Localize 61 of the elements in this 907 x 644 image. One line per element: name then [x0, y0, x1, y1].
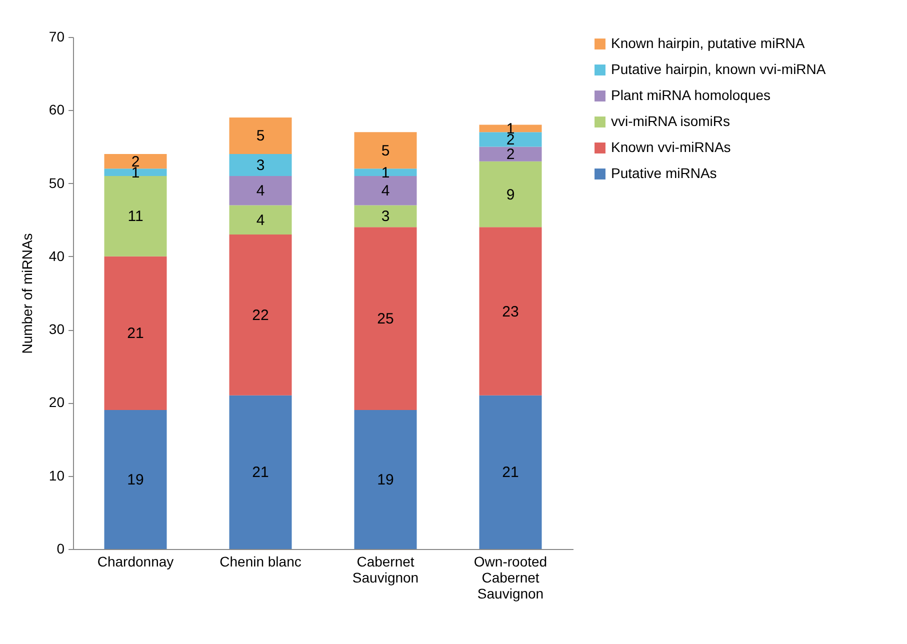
y-tick-label: 50	[48, 174, 65, 191]
legend-label: Known vvi-miRNAs	[611, 139, 731, 155]
legend-label: vvi-miRNA isomiRs	[611, 113, 730, 129]
data-label: 1	[381, 164, 390, 182]
bar	[479, 124, 542, 132]
bar	[229, 205, 292, 234]
bar	[104, 154, 167, 169]
bar	[354, 132, 417, 169]
y-tick-label: 60	[48, 102, 65, 118]
data-label: 2	[506, 146, 515, 164]
y-tick-label: 10	[48, 467, 65, 484]
bar	[479, 132, 542, 147]
data-label: 21	[252, 464, 269, 482]
bar	[479, 146, 542, 162]
data-label: 21	[502, 464, 519, 482]
bar	[104, 176, 167, 256]
bar	[354, 205, 417, 228]
y-tick-label: 70	[48, 28, 65, 44]
bar	[229, 395, 292, 549]
x-tick-label: Own-rooted Cabernet Sauvignon	[474, 554, 548, 602]
data-label: 21	[127, 325, 144, 342]
data-label: 4	[256, 212, 265, 229]
data-label: 23	[502, 303, 519, 320]
x-tick-label: Cabernet Sauvignon	[352, 554, 419, 586]
bar	[354, 176, 417, 206]
data-label: 5	[381, 142, 390, 160]
bar	[104, 256, 167, 410]
data-label: 22	[252, 306, 269, 324]
y-tick-label: 40	[48, 248, 65, 264]
x-tick-label: Chenin blanc	[220, 554, 302, 570]
y-tick-label: 20	[48, 394, 65, 410]
bar	[354, 227, 417, 410]
legend-label: Putative hairpin, known vvi-miRNA	[611, 61, 826, 77]
data-label: 11	[128, 208, 144, 226]
y-tick-label: 30	[48, 321, 65, 338]
y-axis-title: Number of miRNAs	[18, 233, 35, 354]
bar	[479, 227, 542, 396]
bar	[479, 395, 542, 549]
bar	[229, 154, 292, 176]
data-label: 3	[256, 157, 265, 174]
bar	[354, 168, 417, 176]
bar	[354, 410, 417, 549]
data-label: 4	[381, 182, 390, 200]
data-label: 9	[506, 186, 515, 204]
x-tick-label: Chardonnay	[97, 554, 174, 570]
data-label: 25	[377, 310, 394, 328]
bar	[229, 117, 292, 154]
bar	[104, 168, 167, 176]
data-label: 19	[377, 472, 394, 489]
data-label: 3	[381, 208, 390, 226]
legend-label: Known hairpin, putative miRNA	[611, 35, 806, 51]
bar	[479, 161, 542, 228]
data-label: 19	[127, 472, 144, 489]
bar	[104, 410, 167, 549]
data-label: 5	[256, 128, 265, 145]
bar	[229, 176, 292, 206]
data-label: 4	[256, 182, 265, 200]
bar	[229, 234, 292, 396]
legend-label: Putative miRNAs	[611, 165, 717, 181]
y-tick-label: 0	[56, 540, 65, 556]
legend-label: Plant miRNA homoloques	[611, 87, 771, 103]
